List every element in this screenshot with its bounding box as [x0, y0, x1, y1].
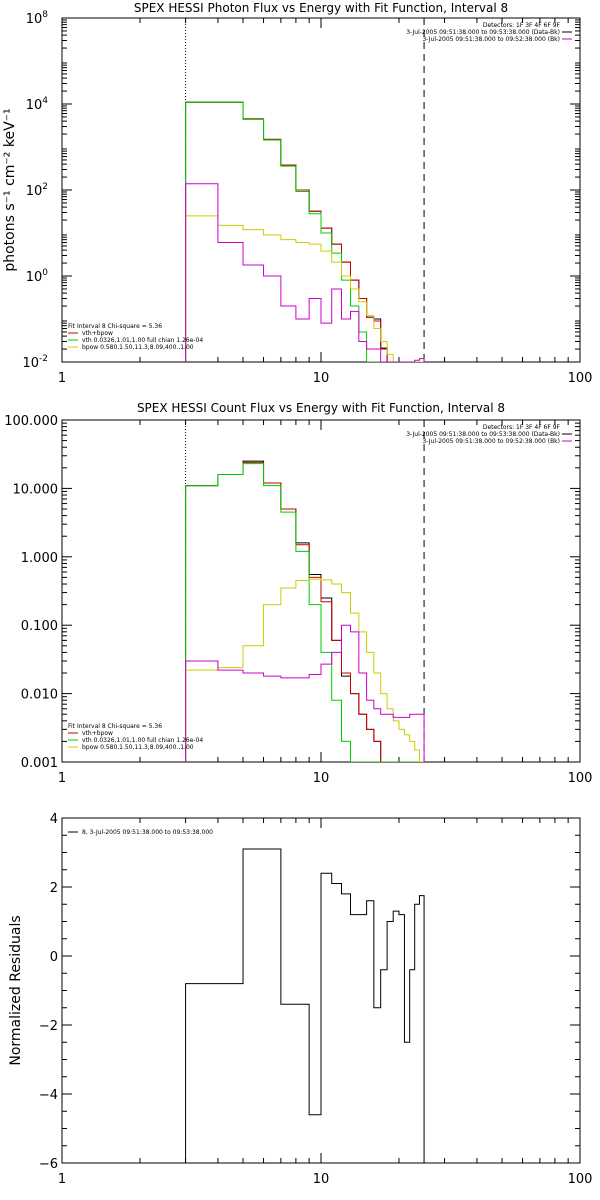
y-tick-label: −4 — [39, 1088, 58, 1103]
y-tick-label: 0 — [50, 950, 58, 965]
legend-top-right-text: 3-Jul-2005 09:51:38.000 to 09:52:38.000 … — [422, 36, 560, 43]
y-axis-label: Normalized Residuals — [8, 915, 24, 1065]
series-group — [185, 460, 425, 762]
legend-bottom-left-text: bpow 0.580,1.50,11.3,8.09,400.,1.00 — [82, 344, 194, 351]
y-tick-label: 104 — [26, 96, 49, 113]
chart-panel-3: 1 10 100 −6 −4 −2 0 2 4 Normalized Residuals 8, 3-… — [8, 812, 592, 1187]
legend-bottom-left-text: vth+bpow — [82, 730, 113, 737]
x-tick-label: 100 — [568, 371, 593, 386]
legend-bottom-left-text: Fit Interval 8 Chi-square = 5.36 — [68, 723, 162, 730]
x-tick-label: 10 — [313, 371, 330, 386]
legend-bottom-left-text: Fit Interval 8 Chi-square = 5.36 — [68, 323, 162, 330]
legend-top-right-text: Detectors: 1F 3F 4F 6F 9F — [483, 424, 561, 431]
x-tick-label: 100 — [568, 771, 593, 786]
legend-top-left-text: 8, 3-Jul-2005 09:51:38.000 to 09:53:38.0… — [82, 829, 213, 836]
y-tick-label: 10.000 — [13, 482, 59, 497]
y-tick-label: 108 — [26, 10, 49, 27]
series-line-2 — [185, 101, 425, 362]
series-line-3 — [185, 463, 425, 762]
series-line-5 — [185, 183, 425, 362]
series-line-3 — [185, 101, 425, 362]
series-group — [185, 101, 425, 362]
series-line-5 — [185, 624, 425, 762]
series-line-1 — [185, 848, 425, 1163]
y-tick-label: 2 — [50, 881, 58, 896]
series-line-1 — [185, 460, 425, 762]
y-tick-label: −6 — [39, 1157, 58, 1172]
y-tick-label: 0.100 — [21, 619, 58, 634]
y-tick-label: 1.000 — [21, 551, 58, 566]
legend-bottom-left-text: vth 0.0326,1.01,1.00 full chian 1.26e-04 — [82, 337, 203, 344]
y-tick-label: 102 — [26, 182, 48, 199]
series-group — [185, 848, 425, 1163]
x-tick-label: 10 — [313, 1172, 330, 1187]
x-tick-label: 1 — [58, 1172, 66, 1187]
series-line-4 — [185, 578, 425, 762]
chart-title: SPEX HESSI Photon Flux vs Energy with Fi… — [134, 1, 508, 15]
legend-bottom-left-text: vth 0.0326,1.01,1.00 full chian 1.26e-04 — [82, 737, 203, 744]
chart-panel-2: SPEX HESSI Count Flux vs Energy with Fit… — [4, 401, 592, 786]
y-tick-label: 4 — [50, 812, 58, 827]
y-tick-label: 10-2 — [22, 354, 48, 371]
x-tick-label: 1 — [58, 771, 66, 786]
legend-top-right-text: 3-Jul-2005 09:51:38.000 to 09:53:38.000 … — [406, 431, 560, 438]
legend-top-right-text: Detectors: 1F 3F 4F 6F 9F — [483, 22, 561, 29]
y-tick-label: −2 — [39, 1019, 58, 1034]
series-line-1 — [185, 101, 425, 362]
series-line-4 — [185, 215, 425, 362]
x-tick-label: 1 — [58, 371, 66, 386]
y-axis-label: photons s⁻¹ cm⁻² keV⁻¹ — [2, 108, 18, 271]
y-tick-label: 100.000 — [4, 414, 58, 429]
y-tick-label: 0.001 — [21, 756, 58, 771]
legend-bottom-left-text: vth+bpow — [82, 330, 113, 337]
legend-top-right-text: 3-Jul-2005 09:51:38.000 to 09:53:38.000 … — [406, 29, 560, 36]
chart-title: SPEX HESSI Count Flux vs Energy with Fit… — [137, 401, 505, 415]
y-tick-label: 100 — [26, 268, 49, 285]
x-tick-label: 10 — [313, 771, 330, 786]
x-tick-label: 100 — [568, 1172, 593, 1187]
chart-panel-1: SPEX HESSI Photon Flux vs Energy with Fi… — [2, 1, 592, 386]
legend-bottom-left-text: bpow 0.580,1.50,11.3,8.09,400.,1.00 — [82, 744, 194, 751]
legend-top-right-text: 3-Jul-2005 09:51:38.000 to 09:52:38.000 … — [422, 438, 560, 445]
y-tick-label: 0.010 — [21, 688, 58, 703]
series-line-2 — [185, 461, 425, 762]
